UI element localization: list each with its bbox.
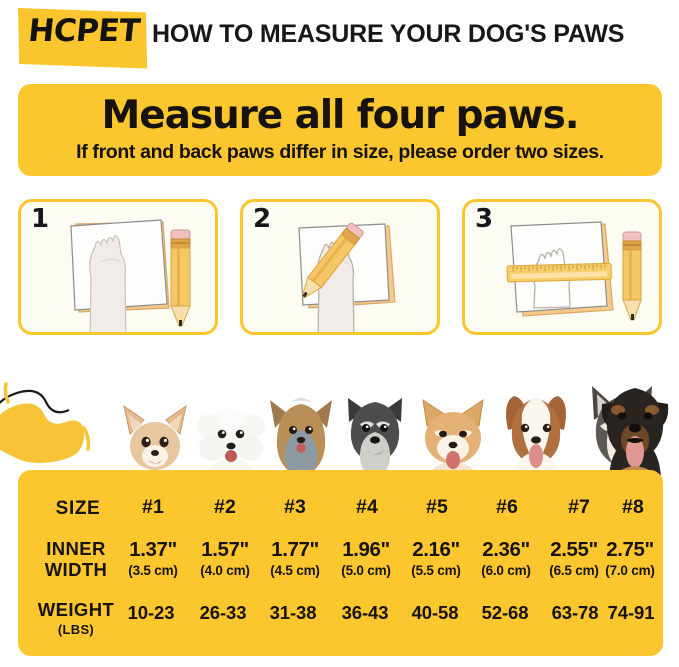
dog-portrait-schnauzer <box>348 398 402 478</box>
paw-on-paper-icon <box>70 219 191 332</box>
step-number: 3 <box>475 204 494 234</box>
cell-size-5: #5 <box>425 496 449 518</box>
cell-width-in-5: 2.16" <box>412 538 460 561</box>
row-label-size: SIZE <box>55 498 101 519</box>
row-label-weight-text: WEIGHT <box>37 599 115 620</box>
measure-banner: Measure all four paws. If front and back… <box>18 84 662 176</box>
step-1-illustration <box>21 202 215 332</box>
dog-portrait-australian-shepherd <box>506 396 566 478</box>
cell-size-2: #2 <box>213 496 237 518</box>
dog-portrait-shiba-inu <box>422 398 484 478</box>
dog-breed-strip <box>0 366 679 478</box>
page-header: HCPET HOW TO MEASURE YOUR DOG'S PAWS <box>0 0 679 72</box>
cell-size-7: #7 <box>567 496 591 518</box>
cell-weight-8: 74-91 <box>607 602 655 623</box>
row-label-inner-width-line2: WIDTH <box>44 559 108 580</box>
step-number: 1 <box>31 204 50 234</box>
cell-width-cm-7: (6.5 cm) <box>549 563 599 578</box>
cell-width-in-1: 1.37" <box>129 538 177 561</box>
table-row-weight: WEIGHT (LBS) 10-23 26-33 31-38 36-43 40-… <box>18 600 663 644</box>
cell-width-in-7: 2.55" <box>550 538 598 561</box>
cell-width-in-3: 1.77" <box>271 538 319 561</box>
cell-width-cm-1: (3.5 cm) <box>128 563 178 578</box>
cell-weight-5: 40-58 <box>411 602 459 623</box>
table-row-inner-width: INNER WIDTH 1.37" 1.57" 1.77" 1.96" 2.16… <box>18 538 663 586</box>
cell-width-cm-8: (7.0 cm) <box>605 563 655 578</box>
cell-size-4: #4 <box>355 496 379 518</box>
size-chart-panel: SIZE #1 #2 #3 #4 #5 #6 #7 #8 INNER WIDTH… <box>18 470 663 656</box>
cell-weight-6: 52-68 <box>481 602 529 623</box>
cell-weight-2: 26-33 <box>199 602 247 623</box>
cell-weight-4: 36-43 <box>341 602 389 623</box>
step-card-3: 3 <box>462 199 662 335</box>
cell-size-6: #6 <box>495 496 519 518</box>
cell-width-cm-6: (6.0 cm) <box>481 563 531 578</box>
cell-weight-1: 10-23 <box>127 602 175 623</box>
step-3-illustration <box>465 202 659 332</box>
measuring-outline-with-ruler-icon <box>506 221 642 321</box>
decorative-swoosh-icon <box>0 382 91 463</box>
dog-portrait-chihuahua <box>123 404 187 478</box>
cell-size-3: #3 <box>283 496 307 518</box>
row-label-inner-width: INNER WIDTH <box>28 538 124 580</box>
tracing-paw-with-pencil-icon <box>298 222 396 332</box>
cell-width-cm-4: (5.0 cm) <box>341 563 391 578</box>
dog-portrait-yorkshire-terrier <box>270 398 332 478</box>
cell-width-in-8: 2.75" <box>606 538 654 561</box>
cell-weight-7: 63-78 <box>551 602 599 623</box>
step-card-1: 1 <box>18 199 218 335</box>
step-2-illustration <box>243 202 437 332</box>
cell-width-cm-2: (4.0 cm) <box>200 563 250 578</box>
cell-size-8: #8 <box>621 496 645 518</box>
cell-width-in-6: 2.36" <box>482 538 530 561</box>
step-card-2: 2 <box>240 199 440 335</box>
cell-width-in-2: 1.57" <box>201 538 249 561</box>
cell-width-cm-5: (5.5 cm) <box>411 563 461 578</box>
cell-width-cm-3: (4.5 cm) <box>270 563 320 578</box>
row-label-weight-unit: (LBS) <box>57 622 95 637</box>
table-row-size: SIZE #1 #2 #3 #4 #5 #6 #7 #8 <box>18 496 663 526</box>
cell-size-1: #1 <box>141 496 165 518</box>
dog-portrait-bichon-frise <box>197 409 265 478</box>
banner-headline: Measure all four paws. <box>101 93 580 138</box>
dog-portrait-rottweiler <box>601 388 669 478</box>
page-title: HOW TO MEASURE YOUR DOG'S PAWS <box>152 20 625 48</box>
brand-logo-text: HCPET <box>26 13 142 49</box>
cell-width-in-4: 1.96" <box>342 538 390 561</box>
row-label-weight: WEIGHT (LBS) <box>28 600 124 640</box>
cell-weight-3: 31-38 <box>269 602 317 623</box>
banner-subtext: If front and back paws differ in size, p… <box>76 141 604 163</box>
step-number: 2 <box>253 204 272 234</box>
row-label-inner-width-line1: INNER <box>46 538 106 559</box>
